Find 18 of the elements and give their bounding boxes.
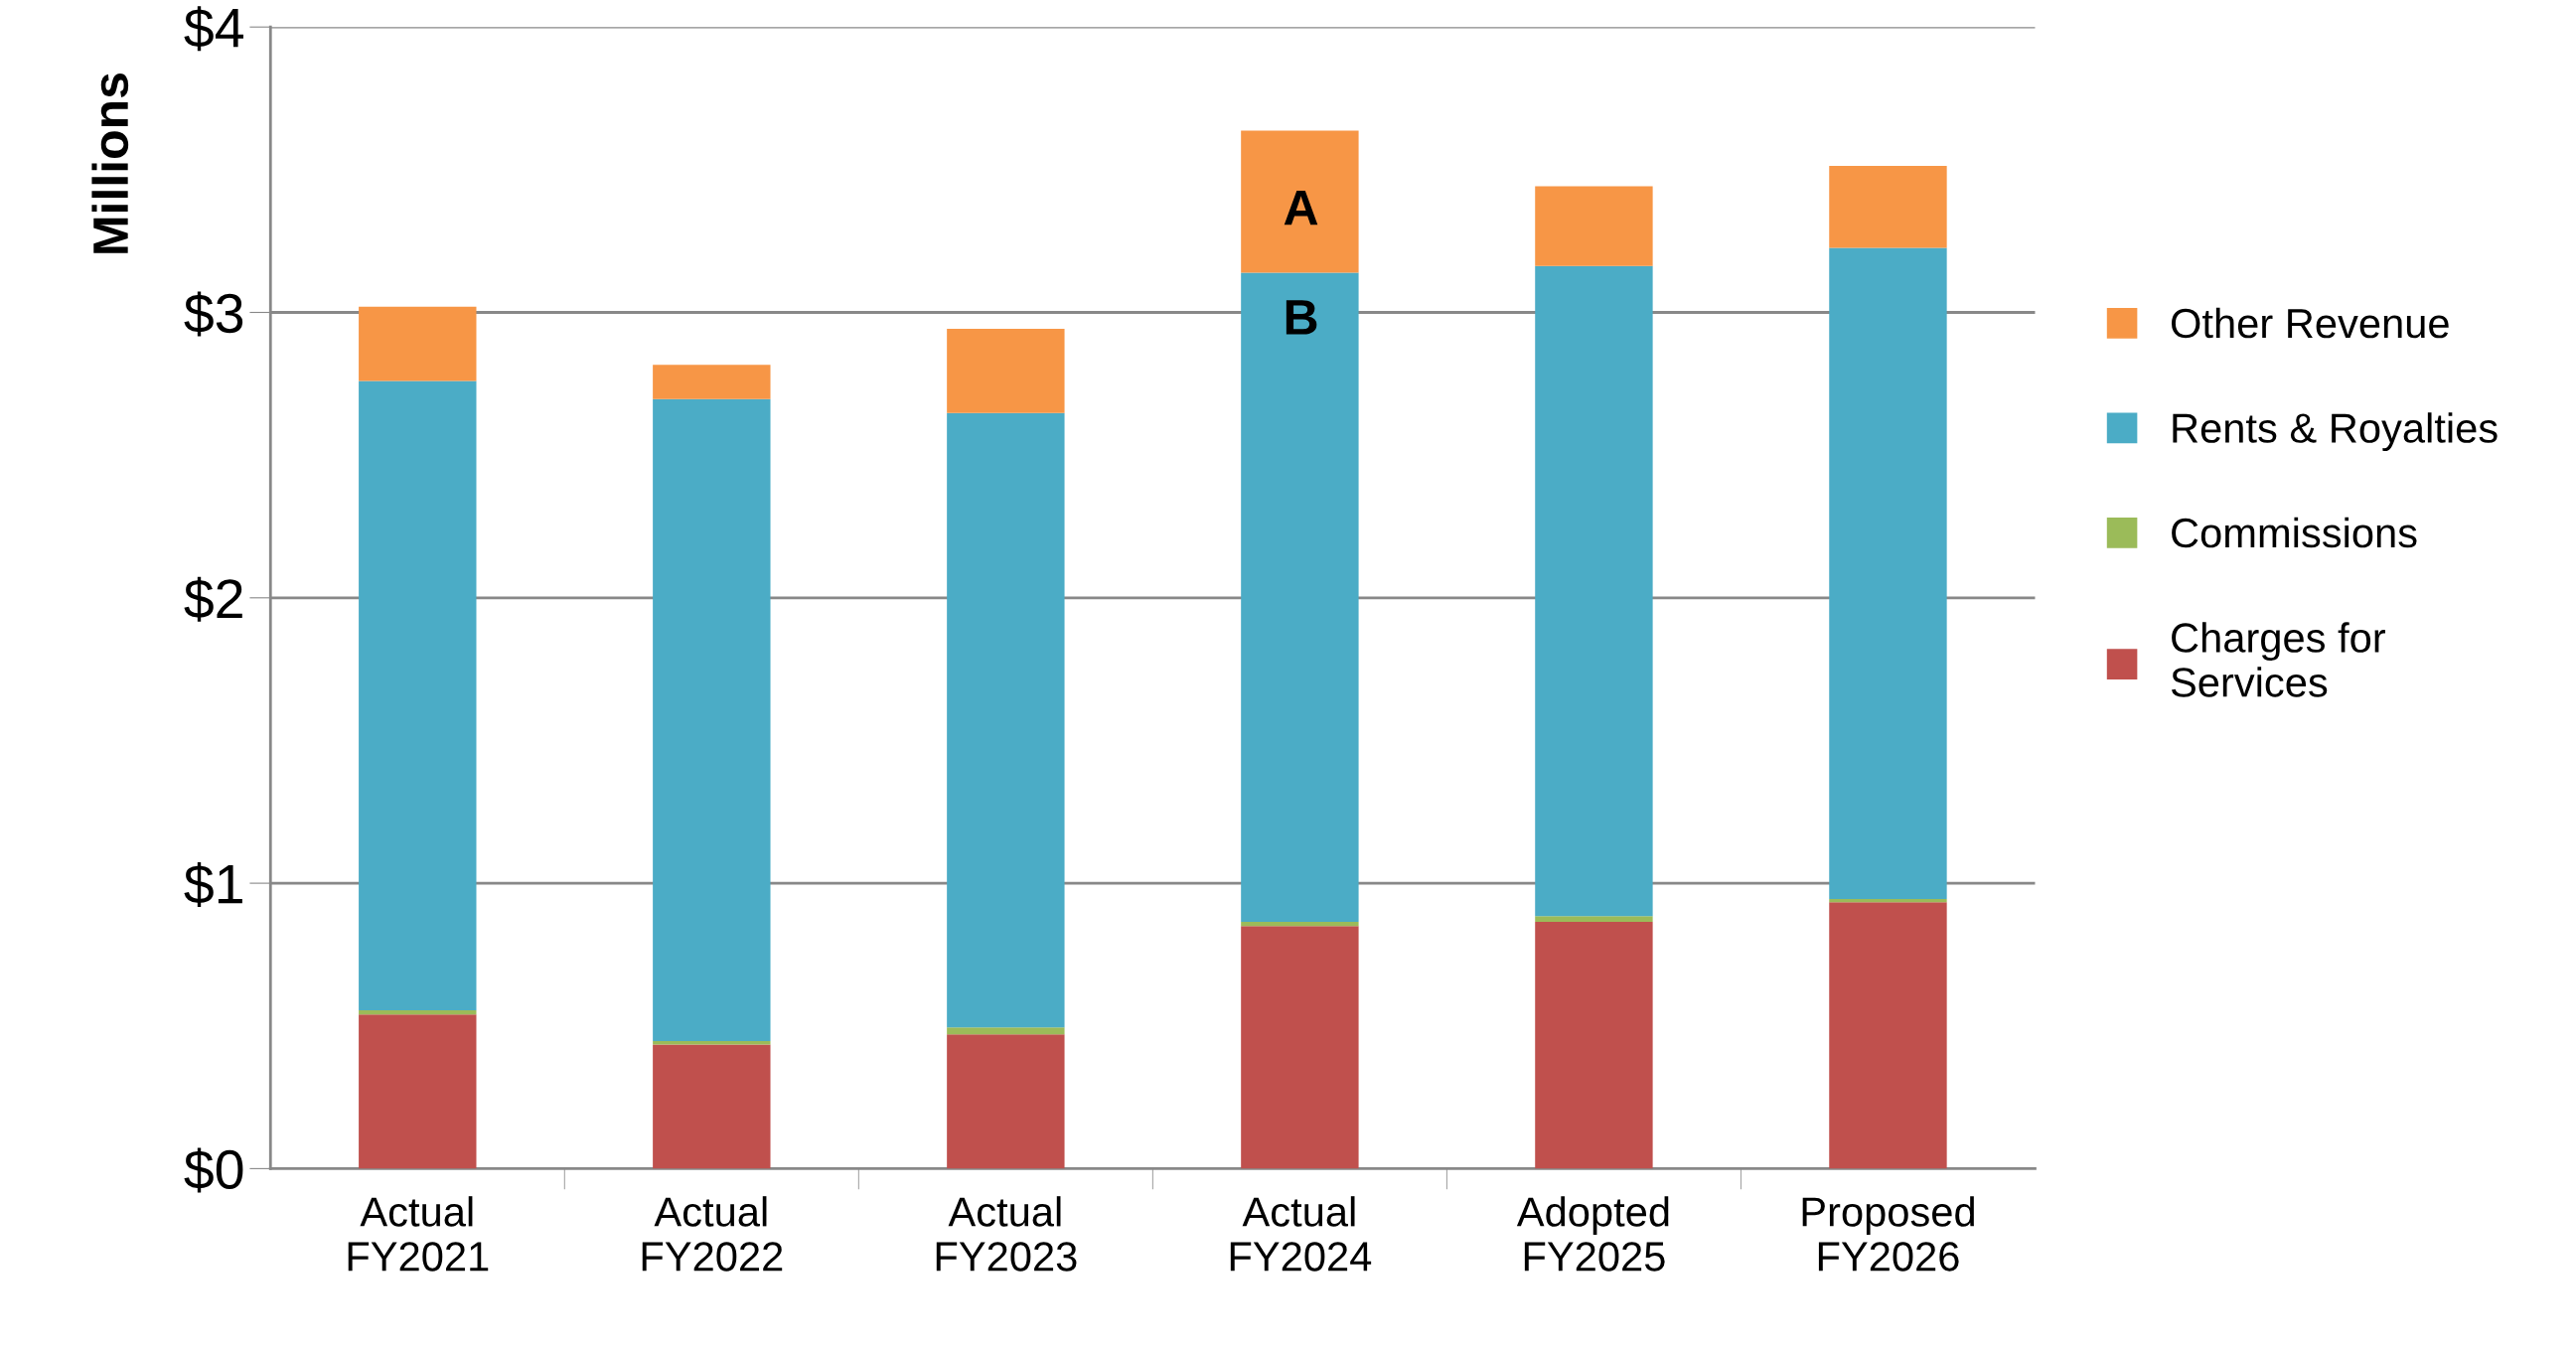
annotation: B (1286, 300, 1317, 335)
x-tick-label: Actual FY2022 (642, 1196, 783, 1272)
legend-label: Charges for Services (2171, 622, 2385, 697)
x-tick-label: Actual FY2023 (936, 1196, 1077, 1272)
x-tick-label: Actual FY2024 (1230, 1196, 1372, 1272)
y-tick-label: $1 (184, 862, 242, 908)
annotation: A (1284, 190, 1318, 225)
legend-label: Rents & Royalties (2173, 412, 2498, 452)
legend-label: Commissions (2172, 517, 2417, 548)
y-tick-label: $2 (184, 576, 242, 622)
x-tick-label: Adopted FY2025 (1516, 1196, 1669, 1272)
y-tick-label: $3 (184, 291, 243, 337)
x-tick-label: Actual FY2021 (348, 1196, 489, 1272)
y-tick-label: $4 (184, 6, 243, 52)
x-tick-label: Proposed FY2026 (1802, 1196, 1974, 1272)
y-tick-label: $0 (184, 1147, 243, 1193)
legend-label: Other Revenue (2171, 307, 2449, 339)
y-axis-title: Millions (91, 74, 129, 253)
